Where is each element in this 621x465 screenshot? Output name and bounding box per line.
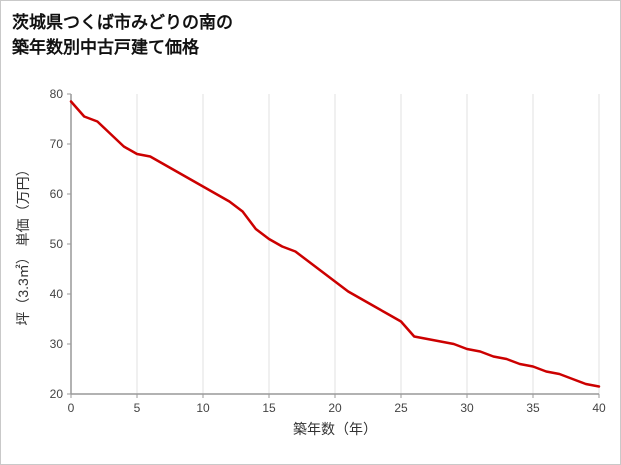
y-axis-label: 坪（3.3㎡） 単価（万円）	[15, 162, 31, 326]
y-tick-label-70: 70	[50, 137, 64, 151]
chart-title-line2: 築年数別中古戸建て価格	[12, 37, 199, 57]
price-line-series	[69, 100, 601, 388]
chart-title: 茨城県つくば市みどりの南の 築年数別中古戸建て価格	[12, 11, 233, 60]
x-tick-label-5: 5	[134, 401, 141, 415]
y-tick-label-50: 50	[50, 237, 64, 251]
x-tick-label-10: 10	[196, 401, 210, 415]
x-tick-label-25: 25	[394, 401, 408, 415]
x-tick-label-0: 0	[68, 401, 75, 415]
x-tick-label-40: 40	[592, 401, 606, 415]
x-tick-label-15: 15	[262, 401, 276, 415]
y-tick-label-40: 40	[50, 287, 64, 301]
y-tick-label-80: 80	[50, 87, 64, 101]
y-tick-label-30: 30	[50, 337, 64, 351]
x-axis-label: 築年数（年）	[293, 421, 377, 437]
y-tick-label-60: 60	[50, 187, 64, 201]
x-tick-label-35: 35	[526, 401, 540, 415]
chart-title-line1: 茨城県つくば市みどりの南の	[12, 13, 233, 32]
y-tick-label-20: 20	[50, 387, 64, 401]
x-tick-label-30: 30	[460, 401, 474, 415]
x-tick-label-20: 20	[328, 401, 342, 415]
